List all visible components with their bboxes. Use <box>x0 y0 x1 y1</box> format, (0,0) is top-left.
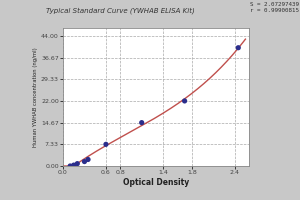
Point <box>68 164 73 168</box>
Point <box>236 46 241 49</box>
Point <box>103 143 108 146</box>
Point <box>85 158 90 161</box>
Text: S = 2.07297439
r = 0.99900815: S = 2.07297439 r = 0.99900815 <box>250 2 298 13</box>
Text: Typical Standard Curve (YWHAB ELISA Kit): Typical Standard Curve (YWHAB ELISA Kit) <box>46 7 194 14</box>
X-axis label: Optical Density: Optical Density <box>123 178 189 187</box>
Point <box>75 162 80 165</box>
Point <box>82 160 87 163</box>
Y-axis label: Human YWHAB concentration (ng/ml): Human YWHAB concentration (ng/ml) <box>33 47 38 147</box>
Point <box>71 164 76 167</box>
Point <box>182 99 187 103</box>
Point <box>139 121 144 124</box>
